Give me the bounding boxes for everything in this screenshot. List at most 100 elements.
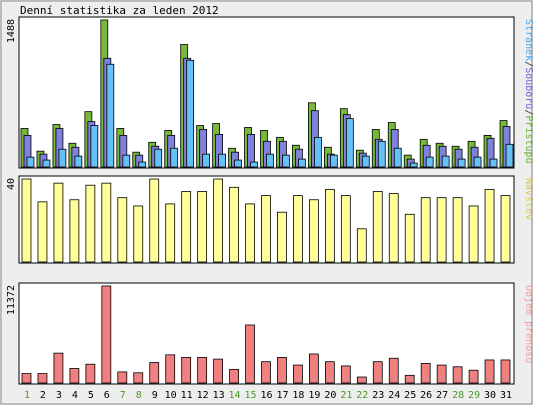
bar-traffic-s0-day-16 bbox=[261, 361, 271, 384]
bar-visits-s0-day-4 bbox=[69, 199, 80, 263]
legend-entry-1: / bbox=[523, 61, 533, 67]
bar-traffic-s0-day-6 bbox=[101, 285, 112, 384]
bar-requests-s2-day-21 bbox=[345, 118, 354, 168]
bar-visits-s0-day-6 bbox=[101, 182, 112, 263]
bar-requests-s2-day-13 bbox=[218, 153, 226, 168]
day-label-7: 7 bbox=[120, 390, 126, 401]
bar-traffic-s0-day-27 bbox=[436, 364, 447, 384]
panel-visits: 40 Návštěv bbox=[6, 175, 533, 264]
bar-traffic-s0-day-19 bbox=[309, 353, 319, 384]
bar-requests-s2-day-23 bbox=[377, 140, 386, 168]
panel-visits-ymax-label: 40 bbox=[6, 178, 17, 190]
day-label-3: 3 bbox=[56, 390, 62, 401]
bar-traffic-s0-day-12 bbox=[197, 357, 208, 384]
bar-visits-s0-day-14 bbox=[229, 186, 239, 263]
day-label-9: 9 bbox=[152, 390, 158, 401]
panel-requests: 1488 Stránek/Souborů/Přístupů bbox=[6, 16, 533, 169]
bar-requests-s2-day-20 bbox=[329, 154, 338, 168]
bar-requests-s2-day-31 bbox=[505, 143, 514, 168]
bar-traffic-s0-day-13 bbox=[213, 358, 223, 384]
bar-traffic-s0-day-7 bbox=[117, 371, 128, 384]
bar-visits-s0-day-9 bbox=[149, 178, 160, 263]
bar-requests-s2-day-2 bbox=[42, 159, 51, 168]
bar-traffic-s0-day-2 bbox=[37, 373, 48, 384]
bar-requests-s2-day-30 bbox=[489, 158, 498, 168]
bar-requests-s2-day-6 bbox=[106, 63, 115, 168]
bar-requests-s2-day-25 bbox=[409, 162, 418, 168]
panel-requests-ymax-label: 1488 bbox=[6, 19, 17, 43]
bar-traffic-s0-day-11 bbox=[181, 357, 192, 384]
bar-traffic-s0-day-21 bbox=[340, 365, 351, 384]
day-label-4: 4 bbox=[72, 390, 78, 401]
bar-requests-s2-day-3 bbox=[58, 148, 67, 168]
legend-entry-3: / bbox=[523, 109, 533, 115]
day-label-11: 11 bbox=[181, 390, 193, 401]
bar-visits-s0-day-24 bbox=[388, 193, 399, 263]
bar-visits-s0-day-22 bbox=[356, 228, 367, 263]
bar-requests-s2-day-19 bbox=[314, 136, 322, 168]
panel-traffic-ymax-label: 11372 bbox=[6, 285, 17, 315]
bar-visits-s0-day-2 bbox=[37, 201, 48, 263]
day-label-13: 13 bbox=[213, 390, 225, 401]
day-label-12: 12 bbox=[197, 390, 209, 401]
bar-traffic-s0-day-14 bbox=[229, 368, 239, 384]
bar-visits-s0-day-12 bbox=[197, 191, 208, 263]
day-label-28: 28 bbox=[452, 390, 464, 401]
bar-traffic-s0-day-24 bbox=[388, 357, 399, 384]
bar-visits-s0-day-28 bbox=[452, 197, 463, 263]
bar-traffic-s0-day-20 bbox=[324, 361, 335, 384]
day-label-31: 31 bbox=[500, 390, 512, 401]
bar-visits-s0-day-13 bbox=[213, 178, 223, 263]
bar-traffic-s0-day-23 bbox=[372, 361, 383, 384]
bar-requests-s2-day-1 bbox=[26, 156, 35, 168]
bar-visits-s0-day-31 bbox=[500, 195, 511, 263]
bar-visits-s0-day-26 bbox=[420, 197, 431, 263]
day-label-30: 30 bbox=[484, 390, 496, 401]
bar-visits-s0-day-25 bbox=[404, 213, 415, 263]
panel-visits-legend: Návštěv bbox=[523, 178, 533, 220]
bar-requests-s2-day-29 bbox=[473, 156, 482, 168]
day-label-6: 6 bbox=[104, 390, 110, 401]
day-label-22: 22 bbox=[356, 390, 368, 401]
bar-traffic-s0-day-5 bbox=[85, 363, 96, 384]
legend-entry-0: Návštěv bbox=[523, 178, 533, 220]
day-label-18: 18 bbox=[292, 390, 304, 401]
bar-visits-s0-day-10 bbox=[165, 203, 176, 263]
bar-requests-s2-day-28 bbox=[457, 158, 466, 168]
legend-entry-0: Stránek bbox=[523, 19, 533, 61]
bar-visits-s0-day-1 bbox=[21, 178, 32, 263]
legend-entry-0: Objem přenosu bbox=[523, 285, 533, 363]
day-label-26: 26 bbox=[420, 390, 432, 401]
bar-requests-s2-day-12 bbox=[202, 153, 211, 168]
bar-visits-s0-day-19 bbox=[309, 199, 319, 263]
bar-traffic-s0-day-25 bbox=[404, 374, 415, 384]
bar-visits-s0-day-30 bbox=[484, 188, 495, 263]
bar-traffic-s0-day-1 bbox=[21, 373, 32, 384]
bar-visits-s0-day-7 bbox=[117, 197, 128, 263]
bar-traffic-s0-day-4 bbox=[69, 368, 80, 384]
day-label-10: 10 bbox=[165, 390, 177, 401]
bar-visits-s0-day-18 bbox=[293, 195, 303, 263]
day-label-15: 15 bbox=[245, 390, 257, 401]
day-label-20: 20 bbox=[324, 390, 336, 401]
bar-traffic-s0-day-8 bbox=[133, 372, 144, 384]
bar-traffic-s0-day-3 bbox=[53, 352, 64, 384]
bar-traffic-s0-day-26 bbox=[420, 362, 431, 384]
day-label-29: 29 bbox=[468, 390, 480, 401]
day-label-25: 25 bbox=[404, 390, 416, 401]
bar-visits-s0-day-3 bbox=[53, 182, 64, 263]
day-axis-labels: 1 2 3 4 5 6 7 8 9 10 11 12 13 14 15 16 17 18 19 20 21 22 23 24 2… bbox=[24, 390, 512, 401]
day-label-8: 8 bbox=[136, 390, 142, 401]
day-label-24: 24 bbox=[388, 390, 400, 401]
bar-requests-s2-day-5 bbox=[90, 125, 99, 168]
bar-requests-s2-day-24 bbox=[393, 147, 402, 168]
bar-requests-s2-day-11 bbox=[186, 59, 195, 168]
bar-requests-s2-day-7 bbox=[122, 154, 131, 168]
bar-traffic-s0-day-22 bbox=[356, 376, 367, 384]
bar-requests-s2-day-27 bbox=[441, 155, 450, 168]
bar-requests-s2-day-10 bbox=[170, 147, 179, 168]
day-label-1: 1 bbox=[24, 390, 30, 401]
bar-visits-s0-day-27 bbox=[436, 197, 447, 263]
bar-traffic-s0-day-31 bbox=[500, 359, 511, 384]
